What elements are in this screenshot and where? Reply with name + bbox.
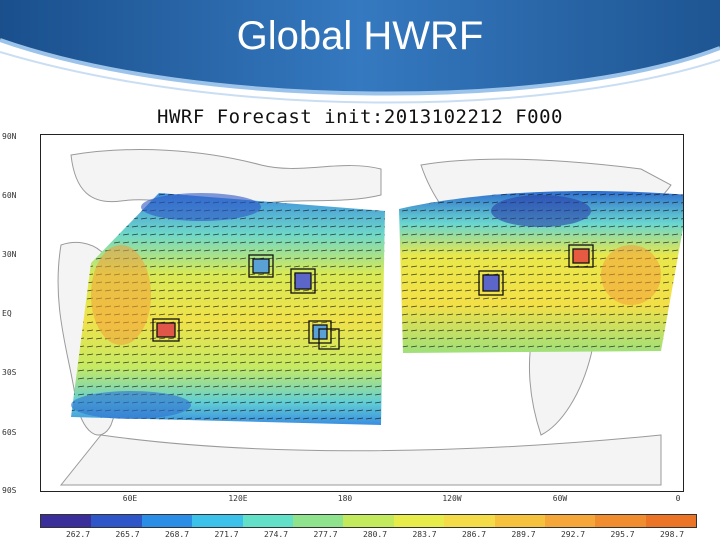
colorbar-segment [393,515,445,527]
map-canvas [57,149,683,486]
colorbar-segment [494,515,545,527]
colorbar-segment [544,515,596,527]
temperature-colorbar [40,514,697,528]
lat-label: 90S [2,486,17,495]
colorbar-segment [595,515,646,527]
lat-label: 60S [2,428,17,437]
lon-label: 120W [442,494,462,503]
colorbar-segment [192,515,243,527]
colorbar-segment [242,515,293,527]
colorbar-segment [41,515,92,527]
slide-title: Global HWRF [236,14,484,58]
colorbar-segment [645,515,697,527]
lon-label: 120E [228,494,248,503]
title-banner [0,0,720,104]
lat-label: 90N [2,132,17,141]
colorbar-label: 277.7 [313,530,338,539]
plot-title: HWRF Forecast init:2013102212 F000 [157,106,563,128]
colorbar-segment [444,515,495,527]
colorbar-label: 289.7 [511,530,536,539]
colorbar-label: 280.7 [362,530,388,539]
storm-nests [152,244,594,350]
colorbar-segment [141,515,193,527]
map-panel [40,134,684,492]
colorbar-label: 283.7 [412,530,437,539]
lat-label: 30N [2,250,17,259]
colorbar-label: 274.7 [263,530,289,539]
colorbar-label: 292.7 [560,530,586,539]
colorbar-label: 262.7 [65,530,91,539]
colorbar-label: 265.7 [115,530,140,539]
colorbar-label: 271.7 [214,530,239,539]
lon-label: 60E [122,494,138,503]
lat-label: 30S [2,368,17,377]
lon-label: 60W [552,494,568,503]
colorbar-segment [91,515,142,527]
colorbar-label: 268.7 [164,530,190,539]
lon-label: 180 [337,494,353,503]
lon-label: 0 [675,494,681,503]
colorbar-segment [343,515,394,527]
colorbar-label: 298.7 [659,530,685,539]
colorbar-label: 286.7 [461,530,487,539]
colorbar-label: 295.7 [610,530,635,539]
lat-label: 60N [2,191,17,200]
lat-label: EQ [2,309,12,318]
colorbar-segment [292,515,344,527]
